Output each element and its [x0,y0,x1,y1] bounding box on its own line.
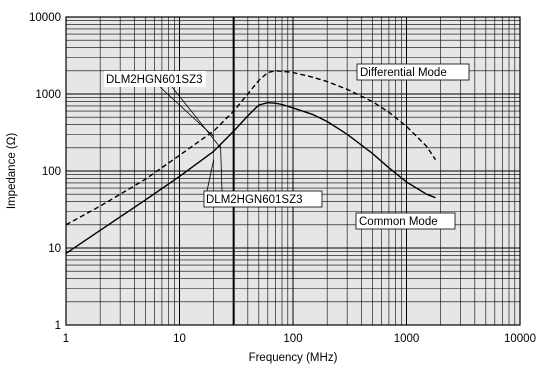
leader-line [220,145,223,192]
annotation-common-mode: Common Mode [355,212,456,230]
y-tick-label: 100 [42,166,61,178]
leader-line [206,159,215,192]
x-tick-label: 100 [283,333,302,345]
annotation-part-lower-box [203,190,323,208]
y-tick-label: 1 [55,320,61,332]
series-layer [65,70,437,254]
annotation-differential-mode-text: Differential Mode [360,67,447,79]
x-axis-ticks: 1 10 100 1000 10000 [63,333,536,345]
annotation-part-upper: DLM2HGN601SZ3 [104,71,206,87]
plot-frame [65,16,521,326]
x-tick-label: 1 [63,333,69,345]
annotation-differential-mode-box [356,63,470,81]
differential-mode-line [65,70,437,226]
y-tick-label: 10000 [29,12,61,24]
leader-line [171,86,221,149]
y-tick-label: 1000 [35,89,61,101]
annotation-common-mode-text: Common Mode [359,216,438,228]
common-mode-line [65,102,436,254]
y-axis-label: Impedance (Ω) [6,133,18,210]
x-tick-label: 10000 [504,333,536,345]
x-tick-label: 10 [173,333,186,345]
annotation-part-lower-text: DLM2HGN601SZ3 [206,194,303,206]
leader-lines [159,86,223,192]
annotation-part-upper-box [104,71,206,87]
y-tick-label: 10 [48,243,61,255]
annotation-differential-mode: Differential Mode [356,63,470,81]
x-axis-label: Frequency (MHz) [249,352,338,364]
annotation-part-lower: DLM2HGN601SZ3 [203,190,323,208]
y-axis-ticks: 1 10 100 1000 10000 [29,12,61,332]
x-tick-label: 1000 [394,333,420,345]
annotation-common-mode-box [355,212,456,230]
annotation-part-upper-text: DLM2HGN601SZ3 [106,74,203,86]
